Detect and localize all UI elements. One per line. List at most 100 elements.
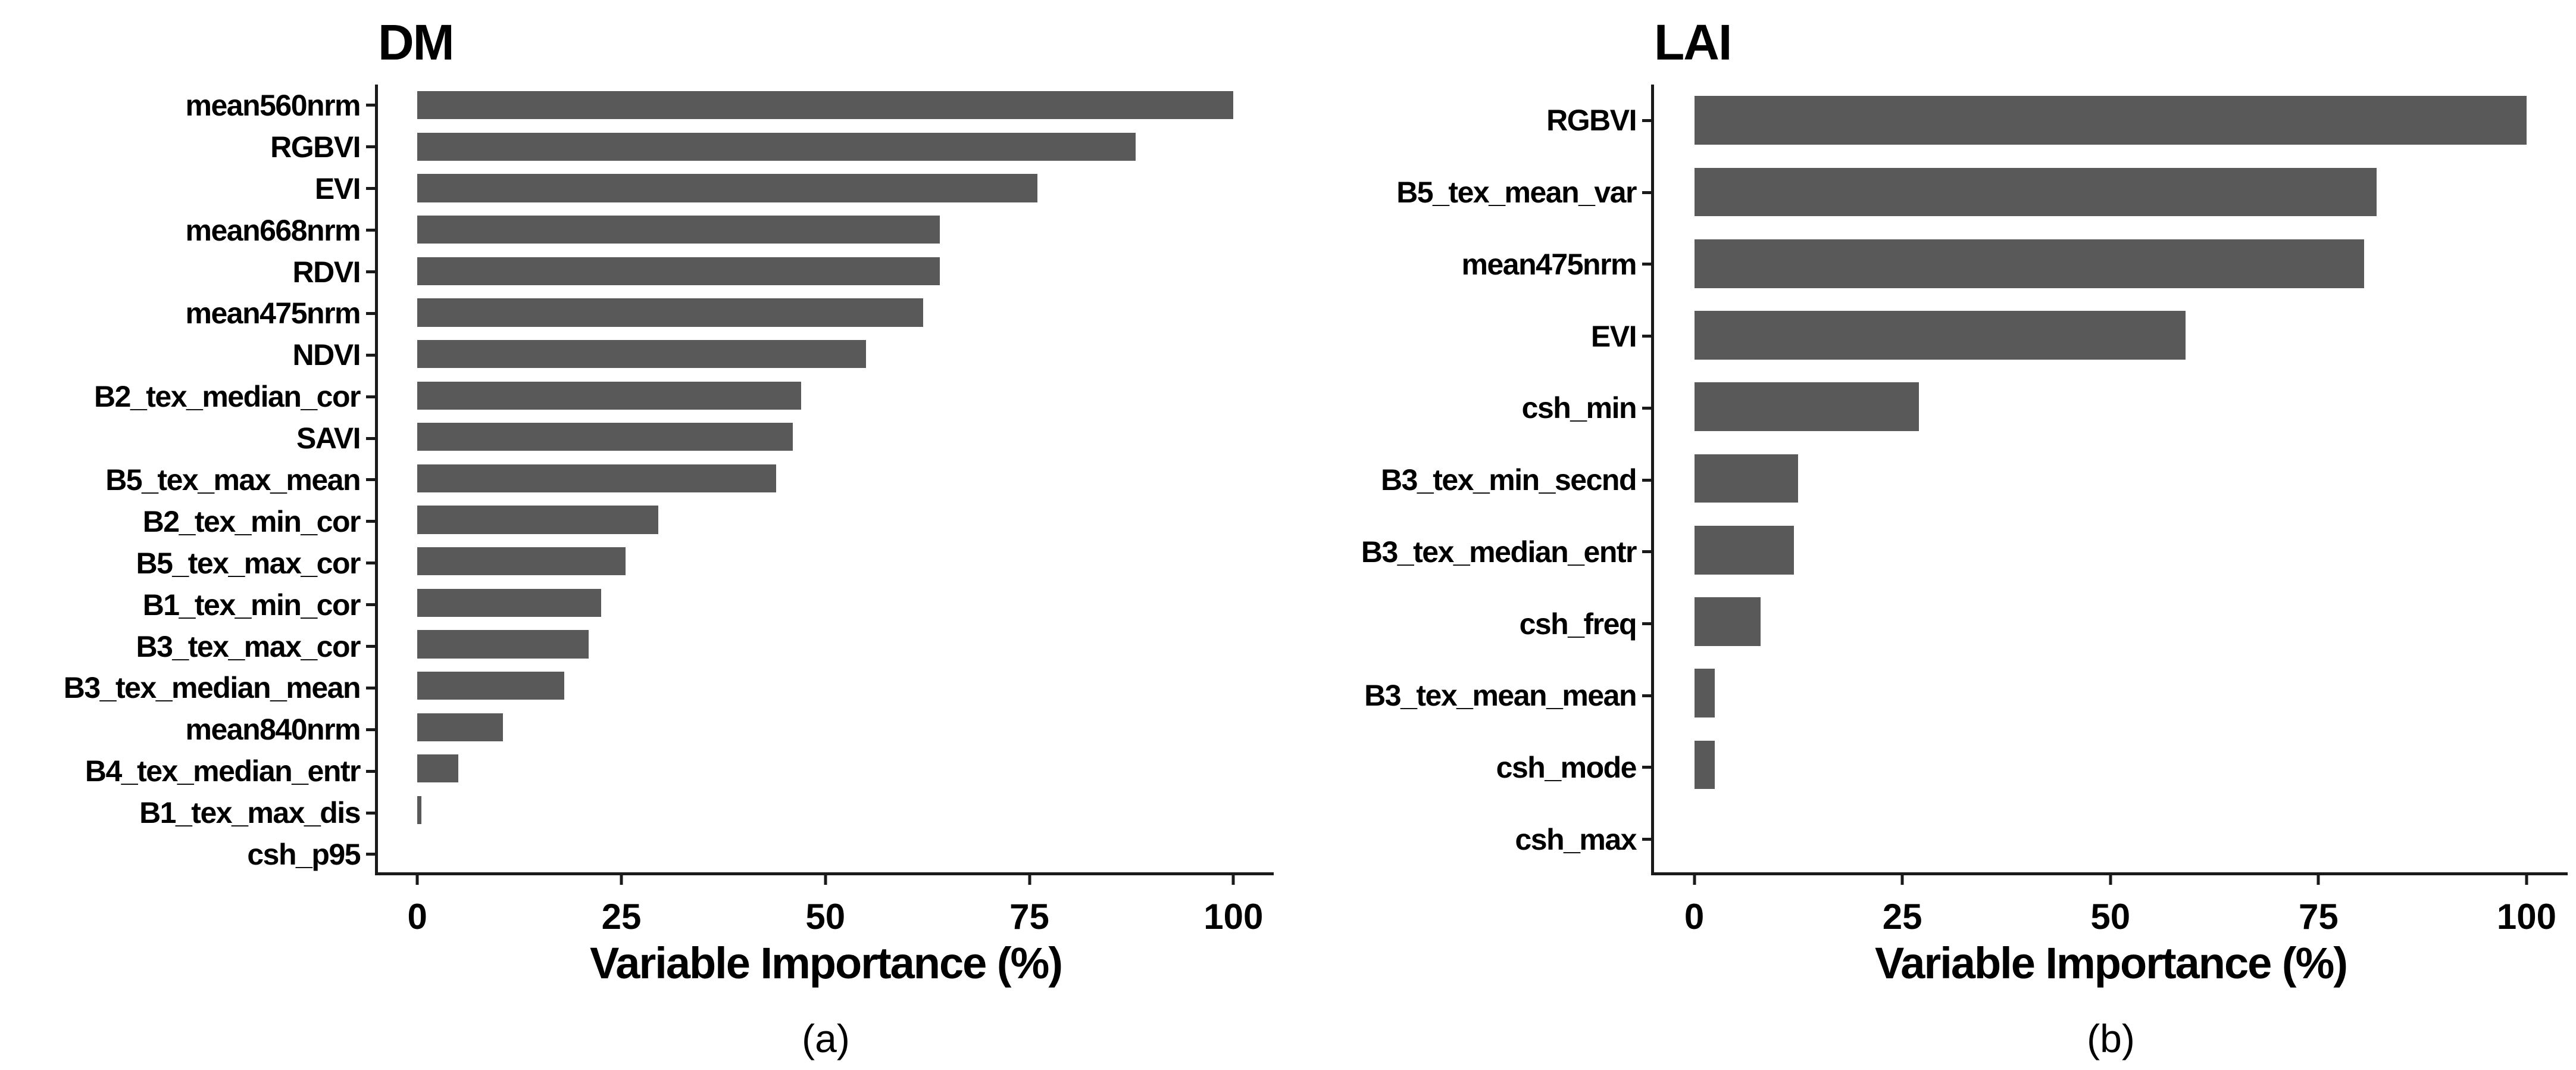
- y-axis-label: EVI: [314, 171, 361, 205]
- bar-row: [378, 623, 1274, 665]
- bar-row: [378, 458, 1274, 500]
- bar-row: [378, 831, 1274, 872]
- y-axis-label-row: csh_freq: [1288, 588, 1651, 660]
- y-axis-label: B5_tex_mean_var: [1396, 176, 1637, 210]
- x-axis-tick-label: 75: [1009, 897, 1049, 937]
- y-axis-label: csh_max: [1515, 822, 1637, 856]
- y-axis-label-row: B2_tex_median_cor: [0, 376, 375, 417]
- x-axis-title: Variable Importance (%): [590, 938, 1063, 988]
- y-axis-tick-mark: [1642, 406, 1651, 410]
- y-axis-label: B3_tex_median_entr: [1361, 535, 1637, 569]
- y-axis-label: mean560nrm: [185, 88, 361, 122]
- y-axis-label-row: EVI: [0, 168, 375, 210]
- y-axis-label-row: EVI: [1288, 300, 1651, 372]
- y-axis-label: B1_tex_max_dis: [139, 796, 361, 830]
- y-axis-tick-mark: [1642, 838, 1651, 841]
- bar-row: [378, 706, 1274, 748]
- y-axis-label-row: csh_p95: [0, 834, 375, 875]
- bar-row: [378, 167, 1274, 209]
- y-axis-label-row: B3_tex_median_entr: [1288, 516, 1651, 588]
- x-axis-tick-mark: [620, 875, 623, 885]
- y-axis-label-row: B2_tex_min_cor: [0, 501, 375, 542]
- bar: [417, 132, 1136, 161]
- y-axis-label-row: B3_tex_mean_mean: [1288, 660, 1651, 732]
- y-axis-tick-mark: [366, 311, 375, 315]
- y-axis-label-row: mean475nrm: [0, 292, 375, 334]
- bar: [417, 216, 940, 244]
- bar: [417, 339, 867, 369]
- y-axis-tick-mark: [366, 645, 375, 648]
- y-axis-tick-mark: [1642, 766, 1651, 769]
- x-axis-tick-label: 100: [1203, 897, 1264, 937]
- bar: [417, 547, 626, 576]
- y-axis-tick-mark: [366, 478, 375, 482]
- y-axis-tick-mark: [366, 603, 375, 607]
- x-axis-tick-mark: [2109, 875, 2112, 885]
- y-axis-label: B5_tex_max_mean: [105, 463, 361, 497]
- x-axis-tick-mark: [415, 875, 419, 885]
- plot-area: Variable Importance (%) (a) 0 25 50 75 100: [375, 85, 1274, 1058]
- bar-row: [378, 790, 1274, 831]
- y-axis-label-row: B3_tex_min_secnd: [1288, 444, 1651, 516]
- bar-row: [1654, 514, 2568, 586]
- bar: [1694, 669, 1715, 718]
- y-axis-tick-mark: [366, 187, 375, 191]
- y-axis-label: mean475nrm: [1461, 247, 1637, 281]
- bar-row: [1654, 300, 2568, 371]
- bar-row: [378, 126, 1274, 168]
- y-axis-tick-mark: [366, 395, 375, 398]
- x-axis-tick-mark: [2316, 875, 2320, 885]
- x-axis-tick-label: 0: [1684, 897, 1705, 937]
- y-axis-label: mean475nrm: [185, 297, 361, 330]
- y-axis-tick-mark: [366, 270, 375, 273]
- y-axis-label: mean840nrm: [185, 713, 361, 747]
- bar: [1694, 382, 1920, 432]
- y-axis-label: EVI: [1590, 319, 1637, 353]
- y-axis-tick-mark: [366, 686, 375, 690]
- bar-row: [378, 209, 1274, 251]
- y-axis-tick-mark: [366, 728, 375, 731]
- bar: [417, 257, 940, 285]
- y-axis-label: RGBVI: [1546, 104, 1637, 138]
- chart-panel-lai: LAI RGBVI B5_tex_mean_var mean475nrm EVI csh…: [1288, 0, 2576, 1070]
- y-axis-label-row: csh_max: [1288, 803, 1651, 875]
- bar: [1694, 454, 1799, 503]
- chart-title-dm: DM: [378, 14, 455, 70]
- y-axis-label: B1_tex_min_cor: [142, 588, 361, 622]
- bar: [417, 423, 793, 451]
- plot-row: mean560nrm RGBVI EVI mean668nrm RDVI mean475n…: [0, 85, 1288, 1058]
- y-axis-label: csh_p95: [247, 837, 361, 871]
- y-axis-tick-mark: [366, 104, 375, 107]
- y-axis-tick-mark: [1642, 478, 1651, 482]
- x-axis-tick-label: 100: [2496, 897, 2556, 937]
- subplot-caption-b: (b): [2087, 1016, 2135, 1060]
- bar: [417, 754, 458, 783]
- bar: [417, 91, 1234, 120]
- chart-title-lai: LAI: [1654, 14, 1732, 70]
- x-axis-tick-label: 50: [805, 897, 846, 937]
- bar-row: [378, 665, 1274, 707]
- bar: [417, 671, 564, 700]
- y-axis-tick-mark: [366, 769, 375, 773]
- y-axis-tick-mark: [1642, 550, 1651, 554]
- y-axis-label-row: B3_tex_median_mean: [0, 667, 375, 709]
- y-axis-tick-mark: [1642, 118, 1651, 122]
- y-axis-label: csh_freq: [1519, 607, 1637, 641]
- subplot-caption-a: (a): [802, 1016, 850, 1060]
- x-axis-tick-label: 0: [407, 897, 427, 937]
- bar: [1694, 525, 1795, 575]
- bar-row: [378, 375, 1274, 416]
- y-axis-label-row: RGBVI: [1288, 85, 1651, 157]
- y-axis-label: NDVI: [292, 338, 361, 372]
- bar-row: [378, 251, 1274, 292]
- y-axis-tick-mark: [366, 853, 375, 856]
- y-axis-label-row: B5_tex_mean_var: [1288, 157, 1651, 229]
- y-axis-label-row: mean840nrm: [0, 709, 375, 750]
- y-axis-label-row: mean560nrm: [0, 85, 375, 126]
- y-axis-labels: mean560nrm RGBVI EVI mean668nrm RDVI mean475n…: [0, 85, 375, 875]
- y-axis-label-row: B4_tex_median_entr: [0, 750, 375, 792]
- bar-row: [378, 85, 1274, 126]
- bar-row: [378, 582, 1274, 624]
- bar: [417, 506, 658, 534]
